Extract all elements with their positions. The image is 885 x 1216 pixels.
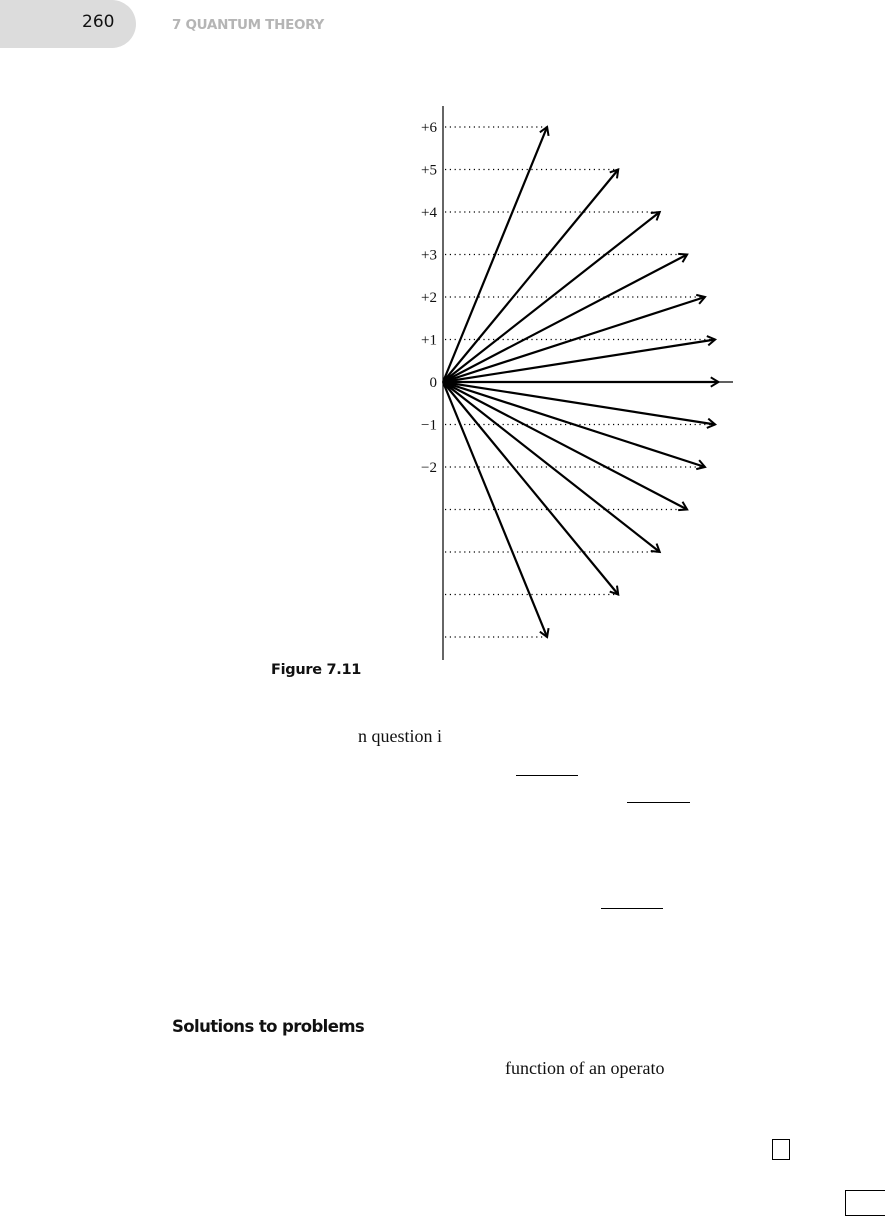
arrowhead-icon <box>609 168 620 179</box>
vector-model-diagram: +6 +5 +4 +3 +2 +1 0 −1 −2 <box>421 106 733 660</box>
arrowhead-icon <box>706 417 718 429</box>
arrowhead-icon <box>710 376 721 388</box>
angular-momentum-vector <box>442 381 620 596</box>
angular-momentum-vector <box>442 380 706 469</box>
axis-tick-label: +3 <box>421 248 437 264</box>
end-of-proof-box <box>772 1139 790 1160</box>
page-corner-box <box>845 1190 885 1216</box>
angular-momentum-vector <box>442 168 620 383</box>
section-heading: Solutions to problems <box>172 1017 365 1036</box>
angular-momentum-vector <box>442 381 688 511</box>
arrowhead-icon <box>706 335 718 347</box>
arrowhead-icon <box>609 585 620 596</box>
arrowhead-icon <box>539 627 550 639</box>
axis-tick-label: 0 <box>430 375 438 391</box>
fraction-bar <box>516 775 578 776</box>
angular-momentum-vector <box>442 295 706 384</box>
angular-momentum-vector <box>441 381 549 638</box>
page-number: 260 <box>82 12 115 32</box>
figure-caption: Figure 7.11 <box>271 662 362 678</box>
axis-tick-label: +2 <box>421 290 437 306</box>
arrowhead-icon <box>650 543 662 554</box>
arrowhead-icon <box>696 459 707 471</box>
axis-tick-label: +1 <box>421 333 437 349</box>
fraction-bar <box>627 802 690 803</box>
axis-tick-label: +5 <box>421 163 437 179</box>
arrowhead-icon <box>696 293 707 305</box>
arrowhead-icon <box>678 501 689 512</box>
angular-momentum-vector <box>442 338 716 384</box>
text-fragment: n question i <box>358 726 442 746</box>
axis-tick-label: +6 <box>421 120 437 136</box>
axis-tick-label: +4 <box>421 205 437 221</box>
angular-momentum-vector <box>442 381 661 553</box>
fraction-bar <box>601 908 663 909</box>
running-header: 7 QUANTUM THEORY <box>172 17 325 33</box>
arrowhead-icon <box>678 252 689 263</box>
axis-tick-label: −1 <box>421 418 437 434</box>
angular-momentum-vector <box>442 380 716 426</box>
arrowhead-icon <box>539 125 550 137</box>
angular-momentum-vector <box>442 253 688 383</box>
text-fragment: function of an operato <box>505 1058 665 1078</box>
arrowhead-icon <box>650 210 662 221</box>
page-number-tab <box>0 0 136 48</box>
axis-tick-label: −2 <box>421 460 437 476</box>
